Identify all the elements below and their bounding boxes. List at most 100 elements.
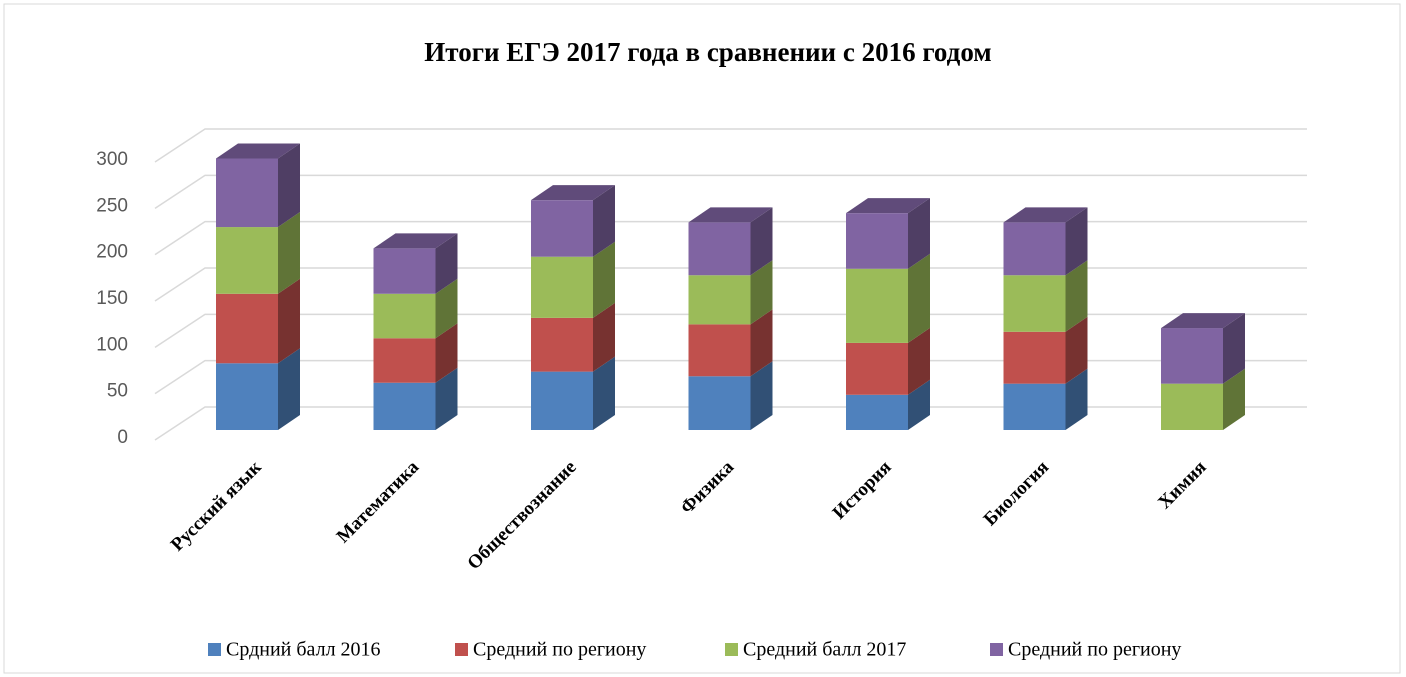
bar-front	[216, 158, 278, 228]
bar-front	[373, 293, 436, 339]
bar-side	[750, 309, 773, 377]
bar-segment	[216, 212, 300, 294]
legend-swatch	[725, 643, 738, 656]
bar-front	[846, 268, 908, 343]
bar-segment	[531, 302, 615, 372]
bar-segment	[373, 367, 458, 430]
bar-side	[750, 207, 773, 276]
y-tick-label: 150	[96, 288, 128, 309]
bar-segment	[373, 233, 458, 294]
bar-side	[593, 185, 615, 257]
y-tick-label: 100	[96, 334, 128, 355]
bar-front	[846, 342, 908, 395]
bar-front	[1003, 331, 1066, 384]
bar-front	[531, 317, 593, 372]
bar-front	[531, 256, 593, 318]
bar-segment	[1161, 368, 1245, 430]
bar-segment	[846, 253, 930, 343]
bar-segment	[846, 198, 930, 269]
bar-front	[1161, 328, 1223, 384]
bar-side	[435, 233, 458, 294]
bar-side	[908, 379, 930, 430]
bar-side	[908, 253, 930, 343]
bar-segment	[216, 348, 300, 430]
bar-segment	[688, 260, 773, 325]
bar-segment	[846, 379, 930, 430]
bar-segment	[216, 143, 300, 228]
bar-front	[373, 382, 436, 430]
grid-line	[154, 406, 1307, 441]
bar-side	[435, 367, 458, 430]
bar-front	[1003, 383, 1066, 430]
bar-front	[688, 376, 751, 430]
bar-side	[593, 241, 615, 318]
bar-side	[278, 278, 300, 364]
bar-front	[846, 394, 908, 430]
bar-side	[750, 260, 773, 325]
legend-swatch	[208, 643, 221, 656]
bar-side	[593, 356, 615, 430]
bar-side	[908, 327, 930, 395]
chart-title: Итоги ЕГЭ 2017 года в сравнении с 2016 г…	[424, 37, 991, 67]
bar-front	[688, 275, 751, 325]
grid-line	[154, 220, 1307, 256]
bar-side	[593, 302, 615, 372]
bar-side	[278, 143, 300, 228]
bar-segment	[1003, 260, 1088, 332]
bar-side	[908, 198, 930, 269]
bar-top	[688, 207, 773, 223]
bar-top	[1003, 207, 1088, 223]
bar-front	[373, 248, 436, 294]
bar-segment	[531, 185, 615, 257]
y-tick-label: 50	[107, 381, 128, 402]
bar-side	[1065, 316, 1088, 384]
bar-segment	[846, 327, 930, 395]
bar-front	[531, 371, 593, 430]
bar-segment	[688, 361, 773, 430]
bar-side	[750, 361, 773, 430]
bar-front	[373, 338, 436, 383]
legend-label: Средний балл 2017	[743, 639, 906, 661]
bar-front	[846, 213, 908, 269]
bar-top	[373, 233, 458, 249]
y-tick-label: 300	[96, 149, 128, 170]
bar-top	[531, 185, 615, 201]
bar-top	[216, 143, 300, 159]
bar-side	[435, 278, 458, 339]
grid-line	[154, 359, 1307, 395]
bar-top	[846, 198, 930, 214]
bar-side	[435, 323, 458, 383]
bar-side	[278, 212, 300, 294]
legend-label: Средний по региону	[473, 639, 646, 661]
bar-front	[216, 363, 278, 430]
y-tick-label: 0	[117, 427, 128, 448]
bar-segment	[1003, 316, 1088, 384]
bar-segment	[688, 309, 773, 377]
bar-segment	[1161, 313, 1245, 384]
legend-label: Средний по региону	[1008, 639, 1181, 661]
bar-front	[1161, 383, 1223, 430]
bar-side	[1065, 260, 1088, 332]
legend-swatch	[455, 643, 468, 656]
grid-line	[154, 128, 1307, 163]
legend-swatch	[990, 643, 1003, 656]
bar-side	[278, 348, 300, 430]
y-tick-label: 250	[96, 195, 128, 216]
bar-segment	[216, 278, 300, 364]
bar-front	[1003, 275, 1066, 332]
bar-segment	[531, 356, 615, 430]
bar-segment	[531, 241, 615, 318]
bar-segment	[1003, 368, 1088, 430]
bar-front	[1003, 222, 1066, 276]
bar-segment	[688, 207, 773, 276]
bar-front	[216, 227, 278, 294]
bar-segment	[373, 323, 458, 383]
bar-side	[1223, 313, 1245, 384]
bar-front	[216, 293, 278, 364]
y-tick-label: 200	[96, 242, 128, 263]
bar-front	[688, 324, 751, 377]
bar-side	[1223, 368, 1245, 430]
bar-front	[531, 200, 593, 257]
bar-segment	[1003, 207, 1088, 276]
